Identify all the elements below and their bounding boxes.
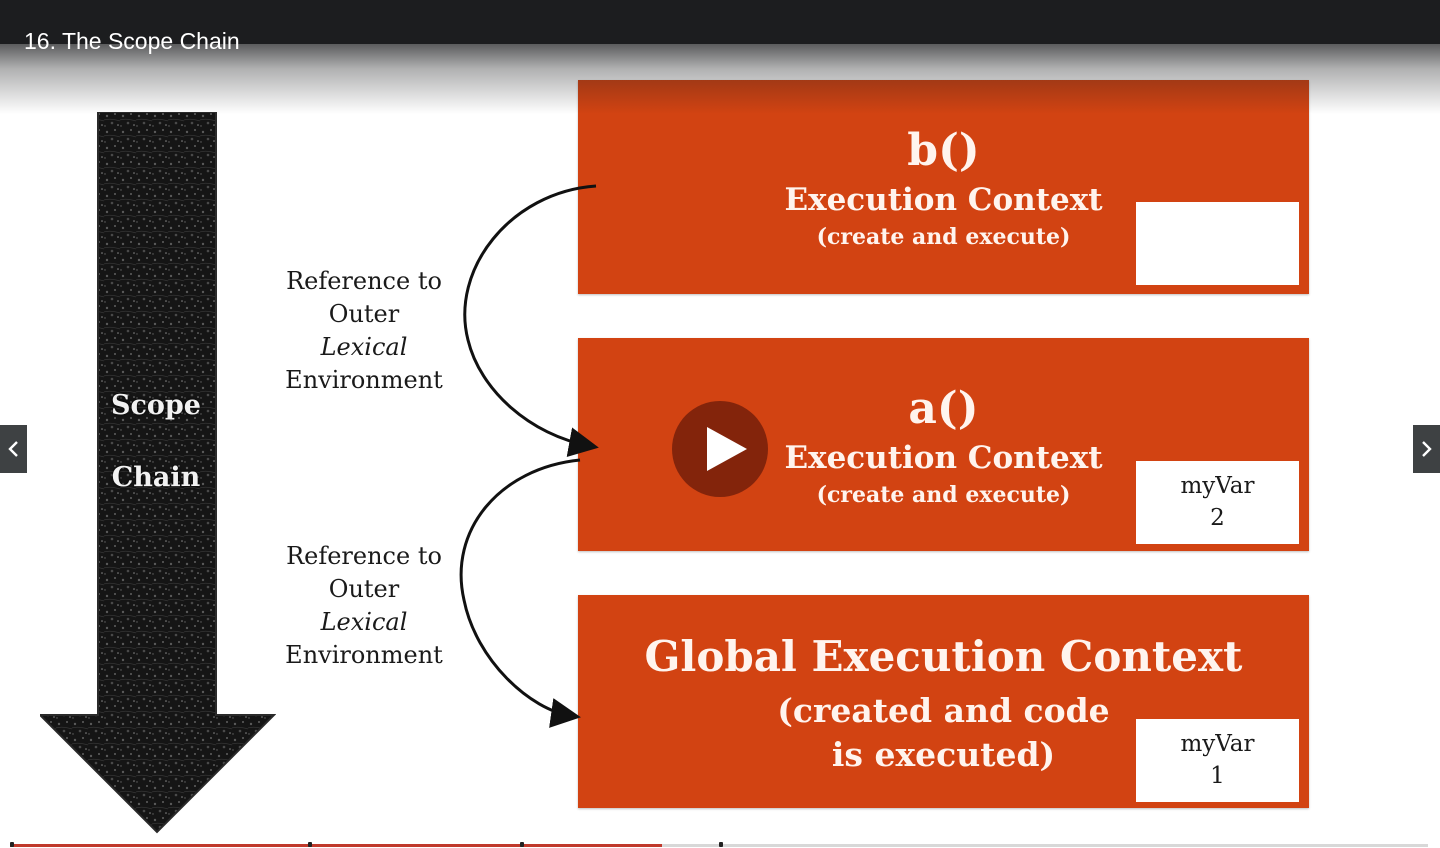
scope-chain-label-line1: Scope: [110, 390, 201, 421]
outer-reference-line: Lexical: [320, 333, 408, 361]
execution-context-b: b() Execution Context (create and execut…: [578, 80, 1309, 294]
variable-value: 1: [1210, 763, 1225, 789]
global-execution-context: Global Execution Context (created and co…: [578, 595, 1309, 808]
context-heading: Execution Context: [784, 182, 1103, 218]
context-heading: Global Execution Context: [644, 632, 1243, 681]
context-subtitle: (create and execute): [816, 482, 1071, 508]
context-subtitle-line: is executed): [831, 735, 1056, 774]
reference-arrows: [459, 184, 599, 728]
reference-arrow-b-to-a: [463, 184, 599, 457]
chapter-marker: [10, 842, 14, 847]
previous-lecture-button[interactable]: [0, 425, 27, 473]
outer-reference-line: Reference to: [286, 267, 442, 295]
context-function-name: a(): [908, 383, 979, 434]
variable-environment-box: myVar 1: [1136, 719, 1299, 802]
play-button[interactable]: [672, 401, 768, 497]
outer-reference-label: Reference to Outer Lexical Environment: [264, 540, 464, 672]
reference-arrow-a-to-global: [459, 458, 581, 728]
outer-reference-line: Outer: [328, 300, 400, 328]
outer-reference-line: Reference to: [286, 542, 442, 570]
context-heading: Execution Context: [784, 440, 1103, 476]
outer-reference-line: Environment: [285, 366, 443, 394]
outer-reference-line: Outer: [328, 575, 400, 603]
variable-name: myVar: [1180, 473, 1255, 499]
outer-reference-label: Reference to Outer Lexical Environment: [264, 265, 464, 397]
chevron-left-icon: [8, 441, 18, 457]
scope-chain-arrow: [40, 112, 276, 834]
play-icon: [707, 427, 747, 471]
variable-name: myVar: [1180, 731, 1255, 757]
context-subtitle-line: (created and code: [777, 691, 1110, 730]
scope-chain-label-line2: Chain: [111, 462, 201, 493]
variable-value: 2: [1210, 505, 1225, 531]
next-lecture-button[interactable]: [1413, 425, 1440, 473]
variable-name: [1136, 202, 1299, 211]
outer-reference-line: Environment: [285, 641, 443, 669]
chapter-marker: [719, 842, 723, 847]
chevron-right-icon: [1422, 441, 1432, 457]
chapter-marker: [307, 842, 312, 847]
outer-reference-line: Lexical: [320, 608, 408, 636]
context-subtitle: (create and execute): [816, 224, 1071, 250]
chapter-marker: [520, 842, 525, 847]
context-function-name: b(): [907, 125, 980, 176]
execution-context-a: a() Execution Context (create and execut…: [578, 338, 1309, 551]
context-subtitle: (created and code is executed): [578, 689, 1309, 777]
variable-environment-box: [1136, 202, 1299, 285]
lecture-title: 16. The Scope Chain: [24, 28, 240, 54]
progress-bar-fill: [10, 844, 663, 847]
progress-bar[interactable]: [10, 842, 1428, 847]
variable-environment-box: myVar 2: [1136, 461, 1299, 544]
top-bar: [0, 0, 1440, 44]
